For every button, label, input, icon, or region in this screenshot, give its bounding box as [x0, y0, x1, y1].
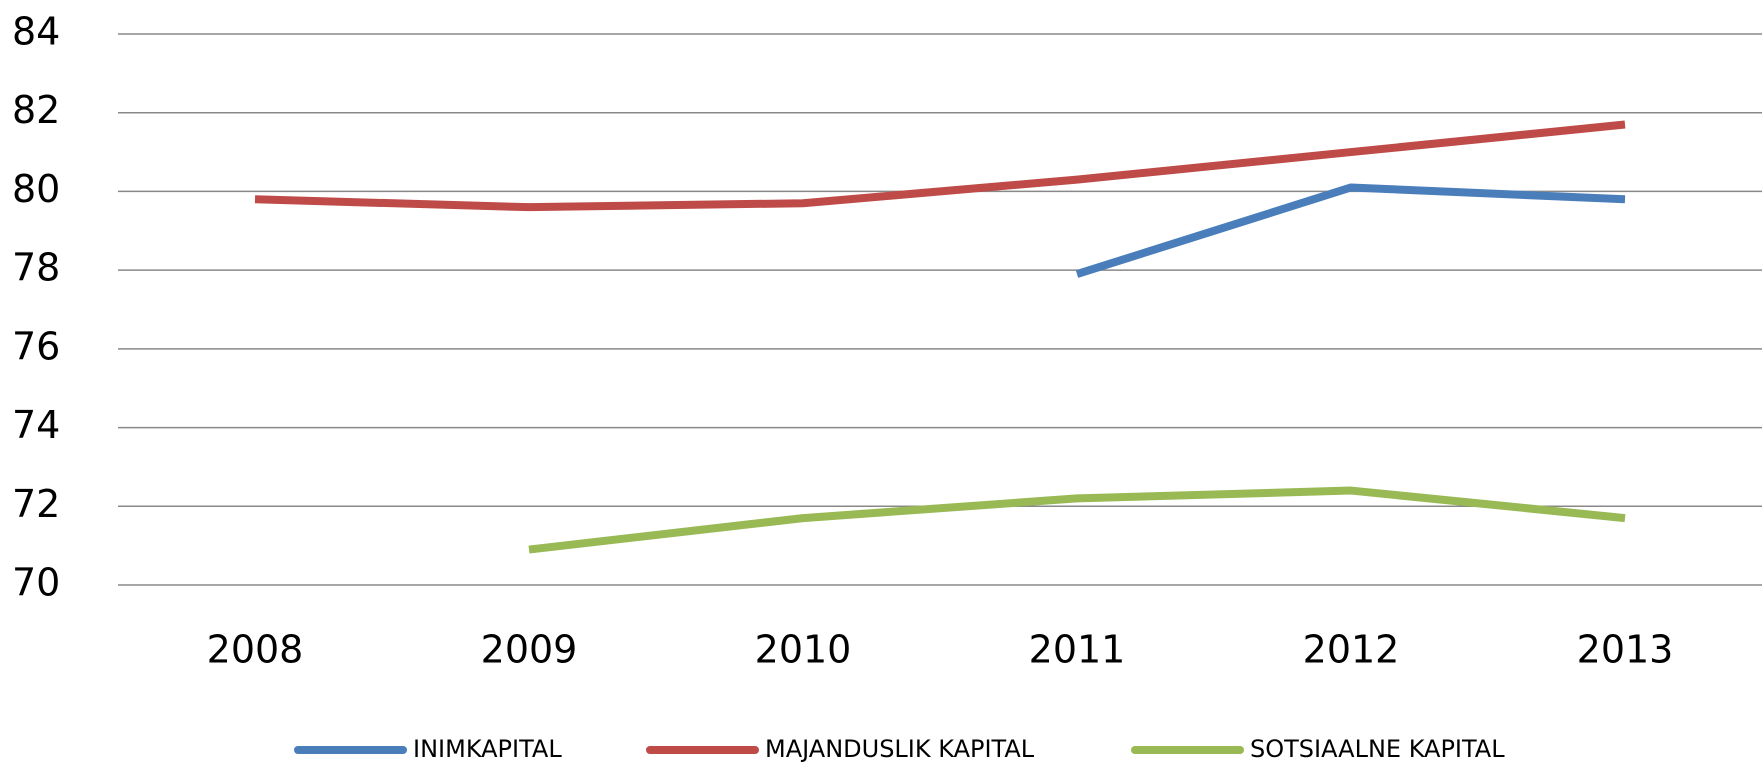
- legend-label: SOTSIAALNE KAPITAL: [1250, 735, 1505, 762]
- x-tick-label: 2010: [755, 628, 852, 672]
- y-tick-label: 84: [12, 10, 60, 54]
- series-line: [528, 486, 1626, 554]
- x-tick-label: 2011: [1029, 628, 1126, 672]
- x-tick-label: 2008: [207, 628, 304, 672]
- y-tick-label: 72: [12, 482, 60, 526]
- y-tick-label: 78: [12, 246, 60, 290]
- y-tick-label: 70: [12, 561, 60, 605]
- legend-label: INIMKAPITAL: [413, 735, 562, 762]
- x-tick-label: 2013: [1577, 628, 1674, 672]
- y-tick-label: 76: [12, 324, 60, 368]
- x-tick-label: 2012: [1303, 628, 1400, 672]
- legend-label: MAJANDUSLIK KAPITAL: [765, 735, 1035, 762]
- y-tick-label: 74: [12, 403, 60, 447]
- x-tick-label: 2009: [481, 628, 578, 672]
- series-line: [254, 120, 1626, 212]
- series-line: [1075, 183, 1626, 278]
- y-tick-label: 80: [12, 167, 60, 211]
- y-tick-label: 82: [12, 88, 60, 132]
